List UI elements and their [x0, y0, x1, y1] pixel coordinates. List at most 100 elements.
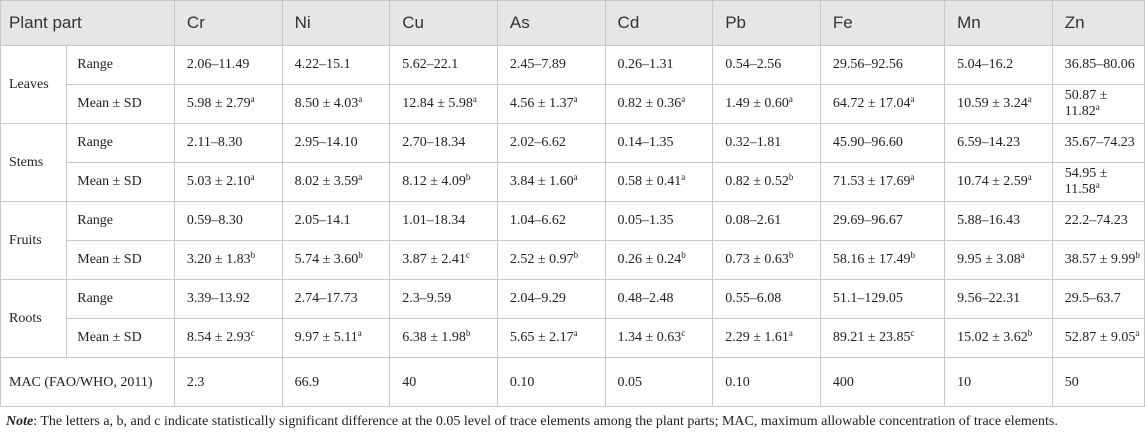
significance-letter: a	[681, 94, 686, 104]
data-cell: 10.74 ± 2.59a	[944, 162, 1053, 202]
cell-value: 29.5–63.7	[1064, 291, 1121, 306]
cell-value: 4.22–15.1	[294, 57, 351, 72]
table-row: Leaves Range 2.06–11.49 4.22–15.1 5.62–22.1 2…	[0, 45, 1145, 124]
data-cell: 5.62–22.1	[389, 45, 498, 85]
table-row: Fruits Range 0.59–8.30 2.05–14.1 1.01–18.34 1…	[0, 201, 1145, 280]
cell-value: 5.04–16.2	[957, 57, 1014, 72]
stat-label: Mean ± SD	[66, 240, 175, 280]
data-cell: 0.26 ± 0.24b	[604, 240, 714, 280]
data-cell: 0.82 ± 0.52b	[712, 162, 821, 202]
data-cell: 1.04–6.62	[496, 201, 606, 241]
data-cell: 8.50 ± 4.03a	[281, 84, 391, 124]
cell-value: 5.62–22.1	[402, 57, 459, 72]
significance-letter: c	[681, 328, 686, 338]
significance-letter: b	[788, 172, 794, 182]
data-cell: 2.05–14.1	[281, 201, 391, 241]
data-cell: 0.59–8.30	[173, 201, 283, 241]
data-cell: 2.3–9.59	[389, 279, 498, 319]
cell-value: 35.67–74.23	[1064, 135, 1135, 150]
data-cell: 0.73 ± 0.63b	[712, 240, 821, 280]
cell-value: 5.03 ± 2.10	[186, 174, 251, 189]
data-cell: 35.67–74.23	[1051, 123, 1145, 163]
significance-letter: a	[357, 328, 362, 338]
data-cell: 9.56–22.31	[944, 279, 1053, 319]
cell-value: 0.26–1.31	[617, 57, 674, 72]
data-cell: 10.59 ± 3.24a	[944, 84, 1053, 124]
significance-letter: b	[910, 250, 916, 260]
significance-letter: b	[681, 250, 686, 260]
data-cell: 5.65 ± 2.17a	[496, 318, 606, 358]
cell-value: 6.59–14.23	[957, 135, 1021, 150]
significance-letter: b	[465, 172, 471, 182]
data-cell: 51.1–129.05	[819, 279, 946, 319]
cell-value: 22.2–74.23	[1064, 213, 1128, 228]
cell-value: 5.88–16.43	[957, 213, 1021, 228]
significance-letter: a	[573, 94, 578, 104]
significance-letter: a	[1020, 250, 1025, 260]
cell-value: 0.05–1.35	[617, 213, 674, 228]
data-cell: 5.98 ± 2.79a	[173, 84, 283, 124]
data-cell: 6.38 ± 1.98b	[389, 318, 498, 358]
significance-letter: a	[1027, 94, 1032, 104]
cell-value: 50.87 ± 11.82	[1064, 88, 1108, 119]
data-cell: 38.57 ± 9.99b	[1051, 240, 1145, 280]
data-cell: 0.14–1.35	[604, 123, 714, 163]
table-row: Roots Range 3.39–13.92 2.74–17.73 2.3–9.59 2.…	[0, 279, 1145, 358]
data-cell: 2.11–8.30	[173, 123, 283, 163]
significance-letter: a	[1027, 172, 1032, 182]
cell-value: 29.56–92.56	[832, 57, 903, 72]
cell-value: 1.04–6.62	[509, 213, 566, 228]
data-cell: 1.34 ± 0.63c	[604, 318, 714, 358]
data-cell: 50.87 ± 11.82a	[1051, 84, 1145, 124]
significance-letter: a	[573, 172, 578, 182]
significance-letter: a	[788, 328, 793, 338]
stat-label: Mean ± SD	[66, 162, 175, 202]
significance-letter: a	[472, 94, 477, 104]
data-cell: 0.05–1.35	[604, 201, 714, 241]
header-cd: Cd	[604, 0, 714, 46]
header-pb: Pb	[712, 0, 821, 46]
plant-part-label: Stems	[0, 123, 68, 202]
stat-label: Range	[66, 123, 175, 163]
data-cell: 89.21 ± 23.85c	[819, 318, 946, 358]
cell-value: 2.74–17.73	[294, 291, 358, 306]
cell-value: 0.58 ± 0.41	[617, 174, 682, 189]
data-cell: 29.5–63.7	[1051, 279, 1145, 319]
data-cell: 5.74 ± 3.60b	[281, 240, 391, 280]
header-as: As	[496, 0, 606, 46]
cell-value: 10.74 ± 2.59	[957, 174, 1028, 189]
mac-value: 0.05	[604, 357, 714, 407]
cell-value: 0.48–2.48	[617, 291, 674, 306]
data-cell: 4.22–15.1	[281, 45, 391, 85]
data-cell: 54.95 ± 11.58a	[1051, 162, 1145, 202]
cell-value: 8.12 ± 4.09	[402, 174, 466, 189]
data-cell: 4.56 ± 1.37a	[496, 84, 606, 124]
cell-value: 0.32–1.81	[725, 135, 782, 150]
cell-value: 3.20 ± 1.83	[186, 252, 251, 267]
mac-value: 50	[1051, 357, 1145, 407]
cell-value: 2.06–11.49	[186, 57, 250, 72]
data-cell: 3.87 ± 2.41c	[389, 240, 498, 280]
plant-part-label: Fruits	[0, 201, 68, 280]
significance-letter: b	[573, 250, 579, 260]
cell-value: 0.82 ± 0.36	[617, 96, 682, 111]
significance-letter: a	[910, 172, 915, 182]
data-cell: 2.74–17.73	[281, 279, 391, 319]
cell-value: 5.65 ± 2.17	[509, 330, 574, 345]
data-cell: 5.03 ± 2.10a	[173, 162, 283, 202]
cell-value: 0.14–1.35	[617, 135, 674, 150]
significance-letter: a	[910, 94, 915, 104]
cell-value: 6.38 ± 1.98	[402, 330, 466, 345]
cell-value: 5.98 ± 2.79	[186, 96, 251, 111]
data-cell: 1.01–18.34	[389, 201, 498, 241]
header-row: Plant part Cr Ni Cu As Cd Pb Fe Mn Zn	[0, 0, 1145, 46]
stat-label: Mean ± SD	[66, 318, 175, 358]
data-cell: 2.06–11.49	[173, 45, 283, 85]
cell-value: 36.85–80.06	[1064, 57, 1135, 72]
cell-value: 0.82 ± 0.52	[725, 174, 789, 189]
mac-value: 2.3	[173, 357, 283, 407]
cell-value: 0.59–8.30	[186, 213, 243, 228]
cell-value: 5.74 ± 3.60	[294, 252, 359, 267]
cell-value: 4.56 ± 1.37	[509, 96, 574, 111]
data-cell: 6.59–14.23	[944, 123, 1053, 163]
